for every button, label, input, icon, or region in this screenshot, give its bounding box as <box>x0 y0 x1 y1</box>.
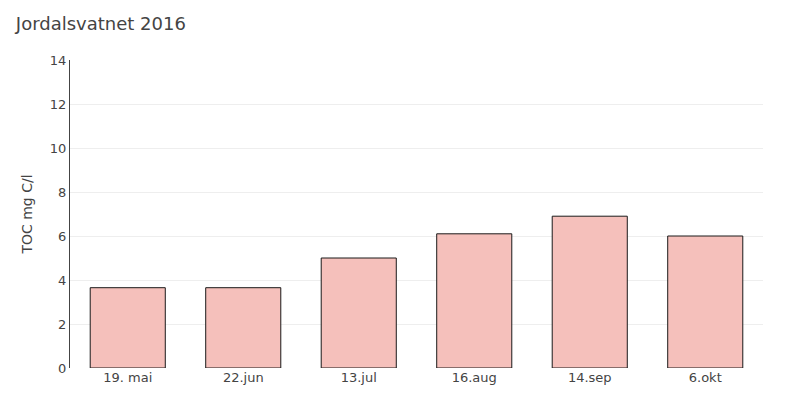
svg-text:Jordalsvatnet 2016: Jordalsvatnet 2016 <box>15 13 186 34</box>
svg-text:14: 14 <box>50 53 67 68</box>
svg-text:13.jul: 13.jul <box>341 370 377 385</box>
svg-text:12: 12 <box>50 97 67 112</box>
svg-text:TOC mg C/l: TOC mg C/l <box>19 174 35 254</box>
svg-text:2: 2 <box>58 317 66 332</box>
svg-text:19. mai: 19. mai <box>103 370 152 385</box>
svg-text:16.aug: 16.aug <box>452 370 497 385</box>
svg-text:6.okt: 6.okt <box>689 370 722 385</box>
svg-text:4: 4 <box>58 273 66 288</box>
svg-text:0: 0 <box>58 361 66 376</box>
svg-text:10: 10 <box>50 141 67 156</box>
svg-text:6: 6 <box>58 229 66 244</box>
svg-text:14.sep: 14.sep <box>568 370 612 385</box>
svg-text:8: 8 <box>58 185 66 200</box>
svg-text:22.jun: 22.jun <box>223 370 264 385</box>
